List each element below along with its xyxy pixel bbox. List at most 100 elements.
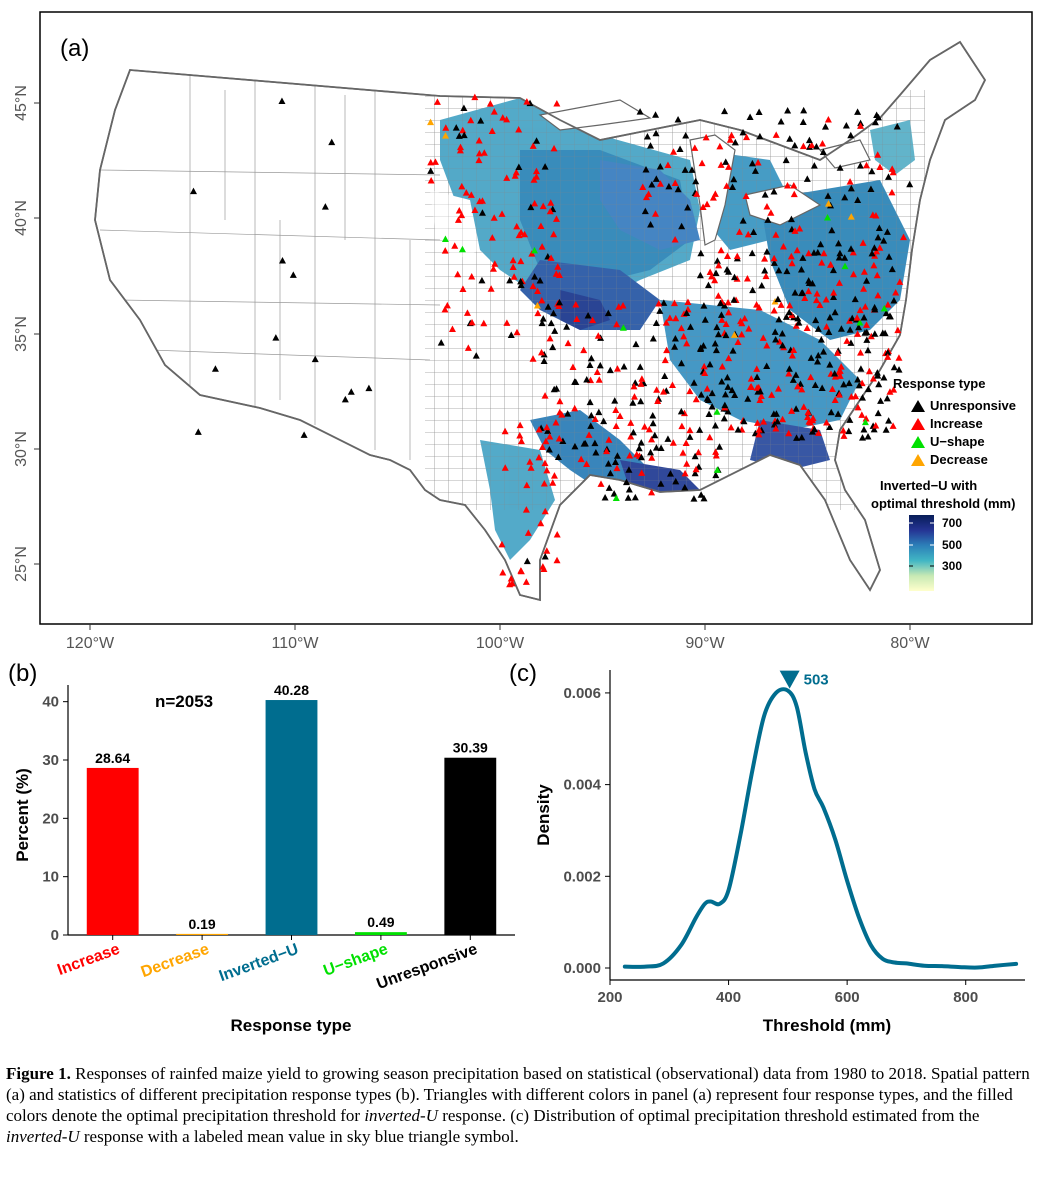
response-triangle [652, 210, 660, 217]
response-triangle [818, 259, 826, 266]
response-triangle [885, 253, 893, 260]
response-triangle [810, 425, 818, 433]
density-y-tick-label: 0.006 [563, 685, 601, 702]
response-triangle [708, 272, 716, 280]
response-triangle [718, 316, 726, 323]
response-triangle [696, 426, 704, 433]
response-triangle [671, 235, 679, 243]
response-triangle [669, 439, 677, 446]
response-triangle [427, 158, 435, 166]
response-triangle [627, 433, 635, 440]
response-triangle [725, 268, 733, 275]
response-triangle [730, 331, 738, 338]
response-triangle [794, 382, 802, 390]
response-triangle [552, 418, 560, 426]
response-triangle [750, 228, 758, 236]
response-triangle [817, 240, 825, 248]
response-triangle [840, 432, 848, 439]
response-triangle [758, 282, 766, 289]
response-triangle [789, 376, 797, 383]
response-triangle [700, 362, 708, 370]
response-triangle [837, 325, 845, 332]
caption-text-3: response with a labeled mean value in sk… [79, 1127, 519, 1146]
response-triangle [836, 249, 844, 257]
response-triangle [895, 366, 903, 373]
response-triangle [712, 471, 720, 479]
response-triangle [713, 257, 721, 264]
response-triangle [828, 226, 836, 234]
bar-y-axis-title: Percent (%) [13, 768, 32, 862]
legend-item-ushape: U−shape [911, 434, 985, 449]
response-triangle [717, 311, 725, 318]
response-triangle [884, 353, 892, 360]
response-triangle [652, 175, 660, 182]
legend-item-unresponsive: Unresponsive [911, 398, 1016, 413]
response-triangle [847, 184, 855, 192]
response-triangle [697, 249, 705, 257]
response-triangle [672, 314, 680, 322]
response-triangle [738, 319, 746, 327]
response-triangle [814, 358, 822, 365]
response-triangle [587, 422, 595, 429]
response-triangle [859, 394, 867, 401]
response-triangle [794, 314, 802, 322]
response-triangle [626, 451, 634, 459]
response-triangle [814, 351, 822, 359]
response-triangle [647, 221, 655, 228]
response-triangle [499, 569, 507, 576]
response-triangle [846, 326, 854, 333]
response-triangle [731, 391, 739, 398]
response-triangle [716, 443, 724, 450]
response-triangle [551, 327, 559, 334]
response-triangle [648, 435, 656, 443]
response-triangle [536, 277, 544, 284]
response-triangle [821, 123, 829, 130]
response-triangle [894, 326, 902, 334]
response-triangle [747, 375, 755, 382]
density-curve [622, 687, 1019, 970]
response-triangle [448, 325, 456, 333]
response-triangle [772, 131, 780, 138]
response-triangle [648, 181, 656, 188]
response-triangle [805, 136, 813, 144]
response-triangle [546, 432, 554, 440]
response-triangle [529, 142, 537, 149]
response-triangle [563, 323, 571, 330]
latitude-ticks: 45°N 40°N 35°N 30°N 25°N [13, 85, 30, 582]
response-triangle [622, 478, 630, 486]
response-triangle [467, 116, 475, 124]
response-triangle [763, 248, 771, 255]
response-triangle [814, 429, 822, 436]
response-triangle [768, 391, 776, 398]
response-triangle [863, 277, 871, 284]
response-triangle [812, 142, 820, 150]
state-lines [99, 75, 441, 460]
panel-c-label: (c) [509, 660, 537, 687]
response-triangle [604, 460, 612, 467]
response-triangle [799, 254, 807, 261]
response-triangle [577, 455, 585, 463]
response-triangle [477, 117, 485, 124]
response-triangle [501, 427, 509, 435]
response-triangle [538, 348, 546, 356]
response-triangle [893, 122, 901, 130]
response-triangle [846, 416, 854, 423]
response-triangle [604, 309, 612, 317]
response-triangle [311, 355, 319, 363]
response-triangle [613, 365, 621, 372]
response-triangle [709, 194, 717, 201]
response-triangle [735, 228, 743, 235]
response-triangle [596, 361, 604, 369]
response-triangle [365, 384, 373, 392]
response-triangle [751, 167, 759, 174]
response-triangle [637, 397, 645, 405]
response-triangle [550, 144, 558, 152]
response-triangle [857, 365, 865, 372]
response-triangle [783, 267, 791, 275]
response-triangle [541, 163, 549, 170]
response-triangle [442, 132, 450, 139]
response-triangle [876, 244, 884, 251]
bar-panel: (b) n=2053 0 10 20 30 40 28.64 Increase 0.19 De… [0, 655, 530, 1050]
response-triangle [785, 429, 793, 437]
bar [354, 932, 407, 935]
